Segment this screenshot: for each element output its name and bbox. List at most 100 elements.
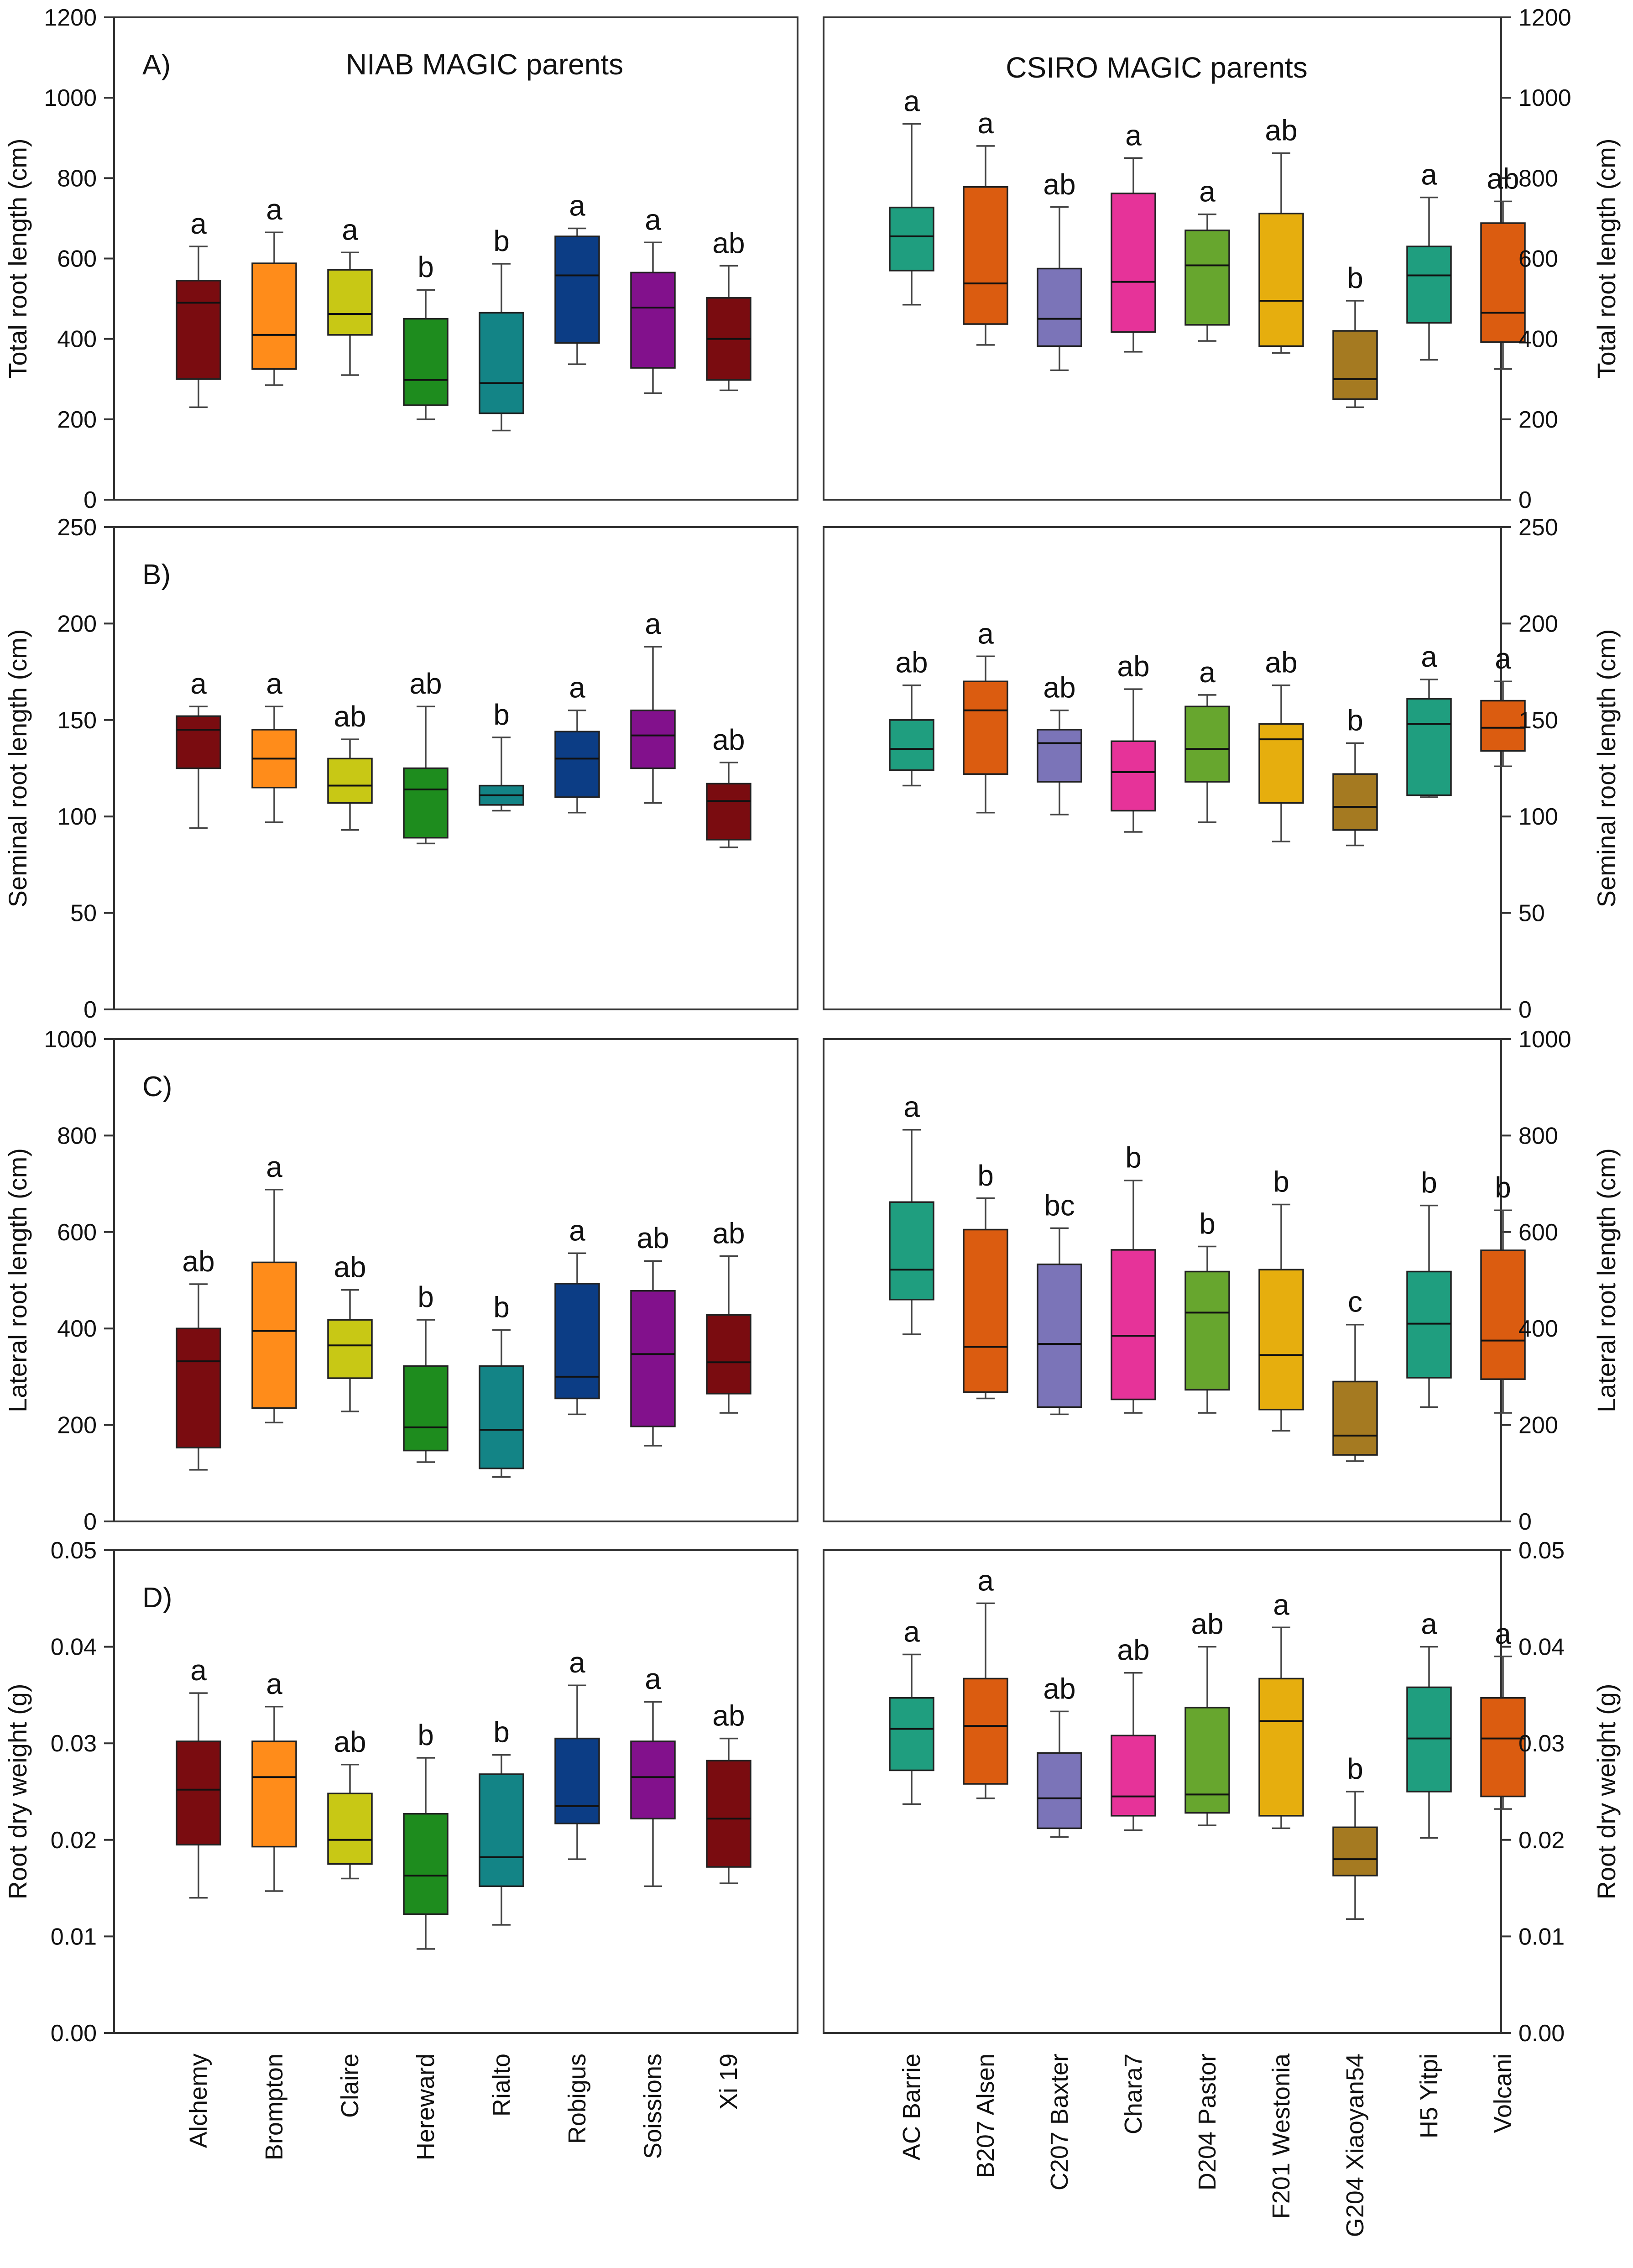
significance-letter: ab: [712, 723, 745, 756]
box-claire: [327, 1792, 373, 1865]
box-hereward: [403, 318, 449, 406]
box-soissions: [630, 1740, 676, 1819]
significance-letter: ab: [895, 646, 928, 679]
x-tick-label: Volcani: [1489, 2054, 1517, 2133]
significance-letter: ab: [1043, 168, 1075, 201]
y-tick-label: 150: [1518, 707, 1558, 734]
significance-letter: ab: [1117, 650, 1149, 683]
box-chara7: [1111, 740, 1156, 812]
significance-letter: b: [417, 251, 434, 283]
significance-letter: b: [493, 1716, 510, 1749]
significance-letter: a: [645, 607, 661, 640]
box-chara7: [1111, 193, 1156, 333]
significance-letter: bc: [1044, 1189, 1075, 1222]
significance-letter: a: [903, 1091, 920, 1124]
significance-letter: b: [493, 1291, 510, 1323]
significance-letter: b: [977, 1159, 994, 1192]
significance-letter: a: [190, 207, 207, 240]
box-ac-barrie: [889, 206, 934, 272]
box-alchemy: [176, 715, 221, 769]
box-ac-barrie: [889, 719, 934, 771]
box-volcani: [1480, 1249, 1526, 1380]
x-tick-label: Xi 19: [715, 2054, 742, 2110]
x-tick-label: Rialto: [488, 2054, 515, 2116]
panel-label: C): [142, 1071, 172, 1103]
significance-letter: ab: [409, 667, 442, 700]
box-xi-19: [706, 783, 751, 841]
y-tick-label: 1200: [44, 5, 97, 31]
box-volcani: [1480, 700, 1526, 752]
significance-letter: b: [1421, 1166, 1437, 1199]
x-tick-label: H5 Yitpi: [1415, 2054, 1443, 2138]
box-d204-pastor: [1184, 1707, 1230, 1814]
y-tick-label: 250: [1518, 514, 1558, 541]
y-tick-label: 0.05: [1518, 1537, 1565, 1564]
y-tick-label: 1000: [1518, 85, 1571, 111]
box-soissions: [630, 272, 676, 369]
significance-letter: b: [1347, 704, 1363, 737]
significance-letter: a: [903, 1615, 920, 1648]
x-tick-label: Chara7: [1120, 2054, 1147, 2134]
y-tick-label: 100: [1518, 804, 1558, 830]
y-tick-label: 600: [1518, 1219, 1558, 1246]
y-tick-label: 0: [1518, 1509, 1532, 1535]
y-tick-label: 600: [57, 246, 97, 272]
y-tick-label: 0: [83, 1509, 97, 1535]
y-tick-label: 250: [57, 514, 97, 541]
y-tick-label: 0: [1518, 997, 1532, 1023]
box-c207-baxter: [1037, 1263, 1082, 1408]
y-tick-label: 200: [57, 407, 97, 433]
group-title-right: CSIRO MAGIC parents: [1006, 51, 1308, 84]
significance-letter: ab: [712, 226, 745, 259]
box-g204-xiaoyan54: [1332, 1380, 1378, 1456]
box-d204-pastor: [1184, 230, 1230, 326]
box-chara7: [1111, 1735, 1156, 1817]
significance-letter: ab: [1265, 646, 1297, 679]
significance-letter: a: [190, 1654, 207, 1687]
box-b207-alsen: [963, 680, 1008, 775]
y-tick-label: 800: [57, 165, 97, 192]
significance-letter: b: [1347, 1752, 1363, 1785]
group-title-left: NIAB MAGIC parents: [346, 48, 623, 81]
significance-letter: a: [266, 193, 282, 226]
x-tick-label: C207 Baxter: [1046, 2054, 1073, 2190]
panel-frame: [823, 526, 1502, 1010]
panel-label: D): [142, 1582, 172, 1614]
significance-letter: b: [1347, 261, 1363, 294]
y-tick-label: 0: [83, 487, 97, 513]
y-tick-label: 0.03: [1518, 1730, 1565, 1757]
y-tick-label: 1000: [44, 85, 97, 111]
box-h5-yitpi: [1406, 1270, 1452, 1379]
box-c207-baxter: [1037, 267, 1082, 347]
box-g204-xiaoyan54: [1332, 773, 1378, 831]
x-tick-label: D204 Pastor: [1194, 2054, 1221, 2190]
box-xi-19: [706, 1314, 751, 1395]
significance-letter: ab: [712, 1217, 745, 1250]
box-claire: [327, 1319, 373, 1379]
panel-frame: [113, 1038, 798, 1522]
significance-letter: a: [569, 671, 585, 704]
panel-label: B): [142, 559, 171, 591]
x-tick-label: F201 Westonia: [1268, 2053, 1295, 2219]
significance-letter: b: [417, 1719, 434, 1751]
y-tick-label: 1000: [1518, 1026, 1571, 1053]
y-axis-title: Root dry weight (g): [3, 1683, 32, 1899]
box-soissions: [630, 709, 676, 769]
box-b207-alsen: [963, 186, 1008, 325]
x-tick-label: Brompton: [261, 2054, 288, 2160]
significance-letter: c: [1348, 1286, 1362, 1318]
y-tick-label: 800: [1518, 165, 1558, 192]
significance-letter: a: [1199, 175, 1216, 208]
y-tick-label: 400: [1518, 326, 1558, 353]
significance-letter: ab: [1191, 1608, 1223, 1641]
significance-letter: ab: [1265, 114, 1297, 147]
box-f201-westonia: [1258, 1677, 1304, 1817]
box-alchemy: [176, 1327, 221, 1449]
significance-letter: ab: [637, 1222, 669, 1254]
y-tick-label: 0.04: [1518, 1634, 1565, 1661]
box-soissions: [630, 1290, 676, 1427]
significance-letter: ab: [1043, 671, 1075, 704]
box-robigus: [554, 731, 600, 798]
x-tick-label: B207 Alsen: [972, 2054, 999, 2178]
y-axis-title: Lateral root length (cm): [1592, 1148, 1621, 1412]
